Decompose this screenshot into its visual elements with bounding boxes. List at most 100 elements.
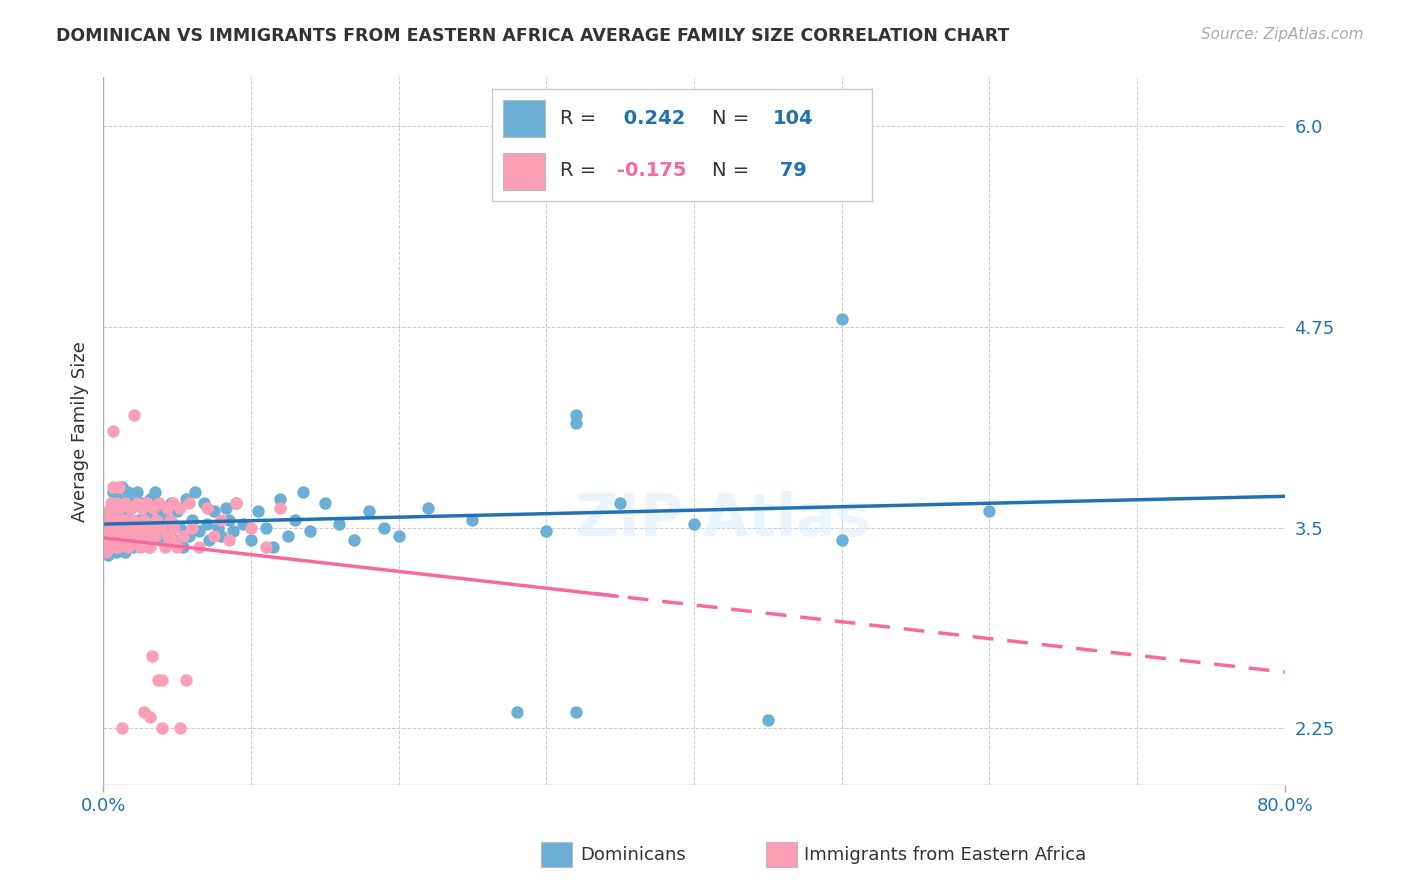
Text: ZIP Atlas: ZIP Atlas: [576, 491, 870, 548]
Point: [107, 520, 129, 534]
Point: [162, 496, 184, 510]
Point: [104, 540, 127, 554]
Text: Immigrants from Eastern Africa: Immigrants from Eastern Africa: [804, 846, 1087, 863]
Point: [373, 520, 395, 534]
Point: [209, 528, 232, 542]
Point: [209, 512, 232, 526]
Point: [111, 480, 134, 494]
Point: [120, 528, 142, 542]
Point: [138, 520, 160, 534]
Point: [163, 520, 186, 534]
Point: [142, 501, 165, 516]
Point: [112, 512, 135, 526]
Text: 79: 79: [773, 161, 807, 180]
Point: [239, 520, 262, 534]
Point: [239, 533, 262, 548]
Point: [193, 496, 215, 510]
Point: [135, 533, 157, 548]
Point: [98, 512, 121, 526]
Point: [277, 528, 299, 542]
Point: [114, 544, 136, 558]
Point: [145, 512, 167, 526]
Point: [152, 520, 174, 534]
Point: [101, 524, 124, 538]
Point: [120, 501, 142, 516]
Point: [218, 512, 240, 526]
Point: [107, 540, 129, 554]
Point: [222, 524, 245, 538]
Point: [269, 491, 291, 506]
Point: [269, 501, 291, 516]
Point: [111, 524, 134, 538]
Point: [218, 533, 240, 548]
Point: [328, 517, 350, 532]
Point: [565, 706, 588, 720]
Point: [150, 673, 173, 688]
Point: [93, 530, 115, 544]
Point: [284, 512, 307, 526]
Point: [104, 512, 127, 526]
Point: [103, 536, 125, 550]
Point: [298, 524, 321, 538]
Point: [177, 496, 200, 510]
Text: N =: N =: [713, 109, 756, 128]
Point: [343, 533, 366, 548]
Point: [103, 485, 125, 500]
Point: [254, 540, 277, 554]
Point: [174, 673, 197, 688]
Point: [128, 520, 150, 534]
Point: [129, 524, 152, 538]
Point: [138, 540, 160, 554]
Point: [93, 540, 115, 554]
Text: -0.175: -0.175: [617, 161, 688, 180]
Point: [225, 496, 247, 510]
Point: [416, 501, 439, 516]
Point: [110, 504, 132, 518]
Text: DOMINICAN VS IMMIGRANTS FROM EASTERN AFRICA AVERAGE FAMILY SIZE CORRELATION CHAR: DOMINICAN VS IMMIGRANTS FROM EASTERN AFR…: [56, 27, 1010, 45]
Point: [105, 544, 128, 558]
Point: [172, 528, 194, 542]
Point: [565, 416, 588, 430]
Point: [122, 408, 145, 422]
Point: [114, 512, 136, 526]
Point: [105, 533, 128, 548]
Point: [207, 520, 229, 534]
Point: [121, 540, 143, 554]
Point: [141, 649, 163, 664]
FancyBboxPatch shape: [503, 153, 546, 189]
Point: [100, 496, 122, 510]
Point: [143, 485, 166, 500]
Point: [103, 480, 125, 494]
Point: [195, 517, 218, 532]
Point: [94, 533, 117, 548]
Point: [143, 528, 166, 542]
Text: Source: ZipAtlas.com: Source: ZipAtlas.com: [1201, 27, 1364, 42]
Point: [188, 524, 211, 538]
Point: [180, 520, 202, 534]
Point: [135, 504, 157, 518]
Point: [107, 491, 129, 506]
Point: [118, 501, 141, 516]
Point: [110, 528, 132, 542]
Point: [153, 528, 176, 542]
Point: [121, 512, 143, 526]
Point: [160, 496, 183, 510]
Point: [831, 533, 853, 548]
Point: [146, 496, 169, 510]
Point: [149, 533, 172, 548]
Point: [565, 408, 588, 422]
Point: [157, 528, 180, 542]
Point: [183, 485, 205, 500]
Point: [461, 512, 484, 526]
Point: [169, 520, 191, 534]
Point: [93, 540, 115, 554]
Point: [114, 520, 136, 534]
Point: [108, 480, 131, 494]
Point: [112, 533, 135, 548]
Point: [136, 496, 159, 510]
Point: [103, 424, 125, 438]
Point: [98, 528, 121, 542]
Point: [148, 517, 170, 532]
Point: [177, 528, 200, 542]
Point: [97, 548, 120, 562]
